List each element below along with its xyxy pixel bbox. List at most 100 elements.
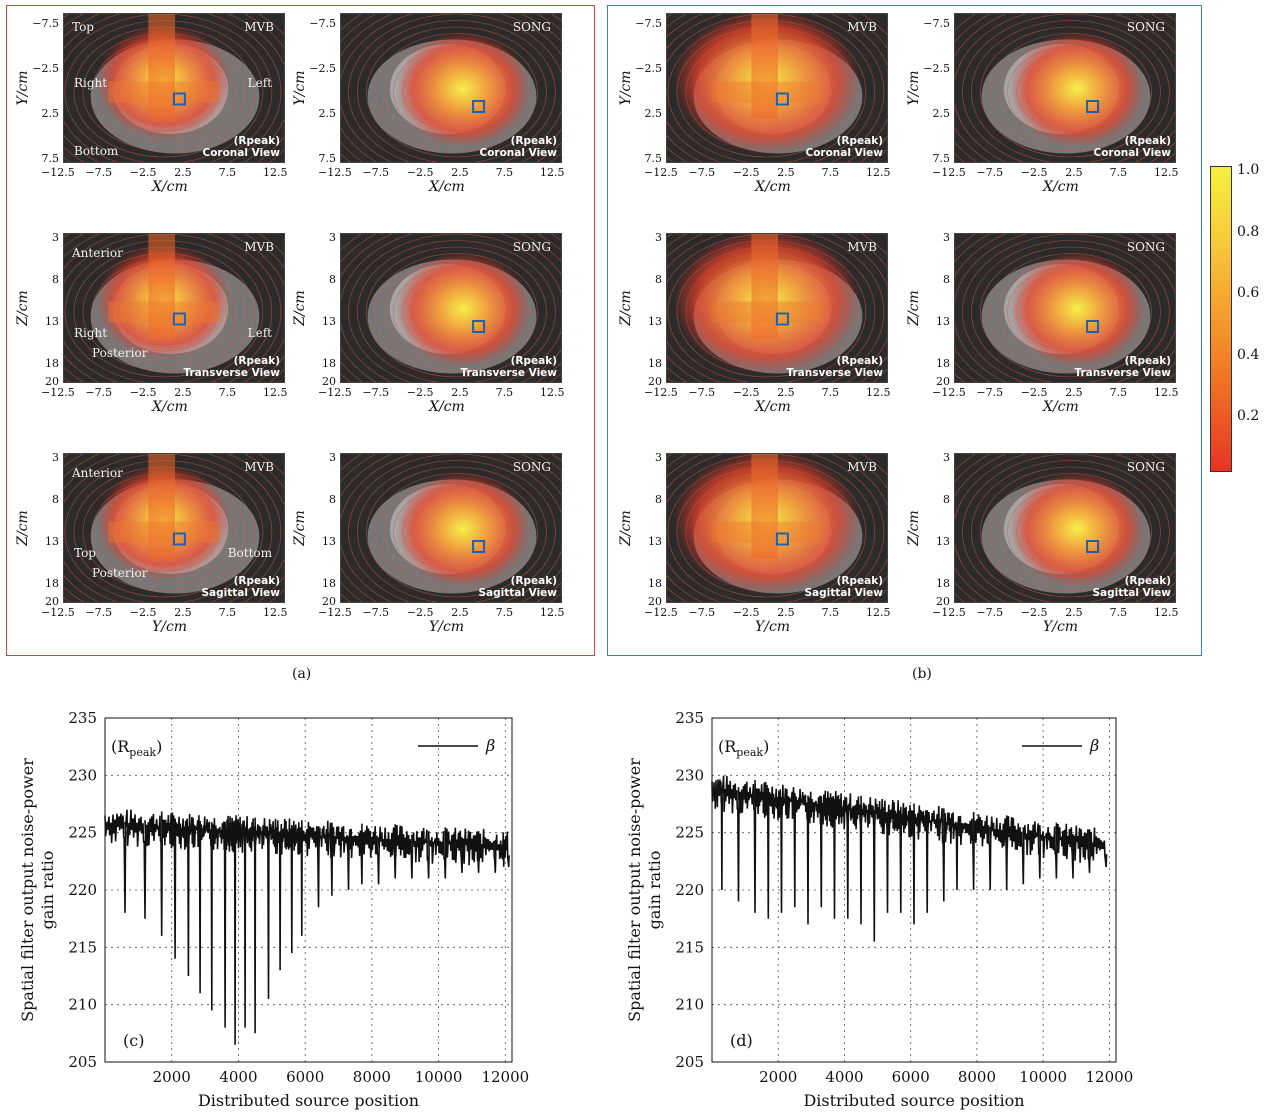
- x-tick-label: −7.5: [688, 166, 716, 179]
- y-tick-label: 18: [322, 356, 336, 370]
- x-tick-label: −12.5: [932, 386, 966, 399]
- orientation-label: Right: [74, 326, 108, 340]
- colorbar-tick-label: 1.0: [1237, 162, 1260, 178]
- x-tick-label: 2000: [759, 1068, 797, 1086]
- x-tick-label: −2.5: [129, 386, 157, 399]
- x-axis-label: X/cm: [755, 399, 791, 415]
- x-tick-label: −12.5: [932, 166, 966, 179]
- figure-a-frame: [6, 5, 595, 656]
- x-tick-label: −2.5: [406, 386, 434, 399]
- y-tick-label: 205: [68, 1053, 97, 1071]
- x-tick-label: −2.5: [1020, 166, 1048, 179]
- heatmap-panel: MVB (Rpeak) Coronal View Top Right Left Bottom: [63, 13, 285, 163]
- x-tick-label: 7.5: [218, 386, 237, 399]
- x-axis-label: X/cm: [429, 399, 465, 415]
- method-label: MVB: [244, 460, 274, 474]
- x-tick-label: 12.5: [540, 606, 565, 619]
- view-label: (Rpeak) Transverse View: [786, 355, 883, 379]
- heatmap-panel: MVB (Rpeak) Sagittal View Anterior Top Bottom…: [63, 453, 285, 603]
- y-tick-label: 13: [45, 314, 59, 328]
- rpeak-label: (Rpeak): [510, 135, 557, 147]
- x-tick-label: −12.5: [41, 386, 75, 399]
- y-tick-label: −2.5: [32, 61, 59, 75]
- x-tick-label: −2.5: [732, 166, 760, 179]
- x-tick-label: 12000: [1086, 1068, 1134, 1086]
- y-tick-label: −2.5: [635, 61, 662, 75]
- orientation-label: Left: [247, 76, 272, 90]
- x-tick-label: 7.5: [218, 166, 237, 179]
- method-label: MVB: [244, 20, 274, 34]
- series-line-beta: [711, 775, 1108, 942]
- x-tick-label: 2.5: [174, 386, 192, 399]
- heatmap-panel: MVB (Rpeak) Transverse View: [666, 233, 888, 383]
- rpeak-label: (Rpeak): [1124, 575, 1171, 587]
- colorbar-tick-label: 0.2: [1237, 408, 1260, 424]
- x-tick-label: 12.5: [1154, 606, 1179, 619]
- x-axis-label: X/cm: [152, 179, 188, 195]
- rpeak-label: (Rpeak): [510, 355, 557, 367]
- x-tick-label: 12.5: [866, 606, 891, 619]
- view-name: Coronal View: [202, 147, 281, 159]
- y-tick-label: 13: [322, 314, 336, 328]
- y-tick-label: −7.5: [635, 16, 662, 30]
- y-axis-label: Z/cm: [292, 510, 308, 546]
- x-tick-label: 12.5: [263, 606, 288, 619]
- x-tick-label: −7.5: [976, 386, 1004, 399]
- y-tick-label: 210: [675, 996, 704, 1014]
- method-label: SONG: [512, 460, 551, 474]
- x-tick-label: 12.5: [263, 386, 288, 399]
- x-tick-label: −2.5: [1020, 606, 1048, 619]
- view-label: (Rpeak) Coronal View: [1094, 135, 1172, 159]
- x-tick-label: 7.5: [495, 166, 514, 179]
- rpeak-label: (Rpeak): [233, 135, 280, 147]
- method-label: SONG: [512, 240, 551, 254]
- x-tick-label: 10000: [1019, 1068, 1067, 1086]
- x-tick-label: −2.5: [1020, 386, 1048, 399]
- y-tick-label: 230: [68, 766, 97, 784]
- heatmap-panel: SONG (Rpeak) Sagittal View: [340, 453, 562, 603]
- x-tick-label: 10000: [415, 1068, 463, 1086]
- x-tick-label: −2.5: [129, 606, 157, 619]
- view-name: Sagittal View: [201, 587, 280, 599]
- x-tick-label: 4000: [219, 1068, 257, 1086]
- orientation-label: Right: [74, 76, 108, 90]
- heatmap-panel: MVB (Rpeak) Sagittal View: [666, 453, 888, 603]
- view-label: (Rpeak) Transverse View: [1074, 355, 1171, 379]
- x-tick-label: −2.5: [406, 606, 434, 619]
- panel-label: (d): [730, 1031, 753, 1050]
- y-tick-label: 225: [68, 824, 97, 842]
- y-axis-label: Spatial filter output noise-power: [625, 758, 644, 1022]
- x-tick-label: −2.5: [406, 166, 434, 179]
- y-tick-label: 13: [648, 534, 662, 548]
- x-tick-label: 2.5: [1065, 606, 1083, 619]
- view-label: (Rpeak) Sagittal View: [201, 575, 280, 599]
- heatmap-panel: SONG (Rpeak) Coronal View: [340, 13, 562, 163]
- x-tick-label: 2.5: [777, 166, 795, 179]
- x-tick-label: −7.5: [688, 386, 716, 399]
- x-axis-label: X/cm: [152, 399, 188, 415]
- y-tick-label: 3: [943, 230, 950, 244]
- x-tick-label: 12.5: [1154, 166, 1179, 179]
- colorbar-tick-label: 0.4: [1237, 346, 1260, 363]
- x-tick-label: 12.5: [263, 166, 288, 179]
- y-tick-label: 7.5: [41, 151, 60, 165]
- x-tick-label: 7.5: [495, 386, 514, 399]
- x-axis-label: Y/cm: [429, 619, 465, 635]
- x-tick-label: 2000: [153, 1068, 191, 1086]
- annotation: (Rpeak): [718, 737, 769, 759]
- view-name: Coronal View: [1093, 147, 1172, 159]
- method-label: SONG: [1126, 460, 1165, 474]
- rpeak-label: (Rpeak): [233, 575, 280, 587]
- orientation-label: Anterior: [72, 246, 123, 260]
- view-label: (Rpeak) Transverse View: [460, 355, 557, 379]
- y-tick-label: 18: [648, 356, 662, 370]
- y-tick-label: 7.5: [644, 151, 663, 165]
- x-tick-label: −7.5: [976, 606, 1004, 619]
- y-tick-label: 8: [52, 492, 59, 506]
- x-tick-label: 12.5: [540, 166, 565, 179]
- view-name: Coronal View: [479, 147, 558, 159]
- x-tick-label: 2.5: [1065, 386, 1083, 399]
- y-tick-label: 8: [943, 272, 950, 286]
- method-label: SONG: [1126, 20, 1165, 34]
- x-tick-label: 7.5: [821, 166, 840, 179]
